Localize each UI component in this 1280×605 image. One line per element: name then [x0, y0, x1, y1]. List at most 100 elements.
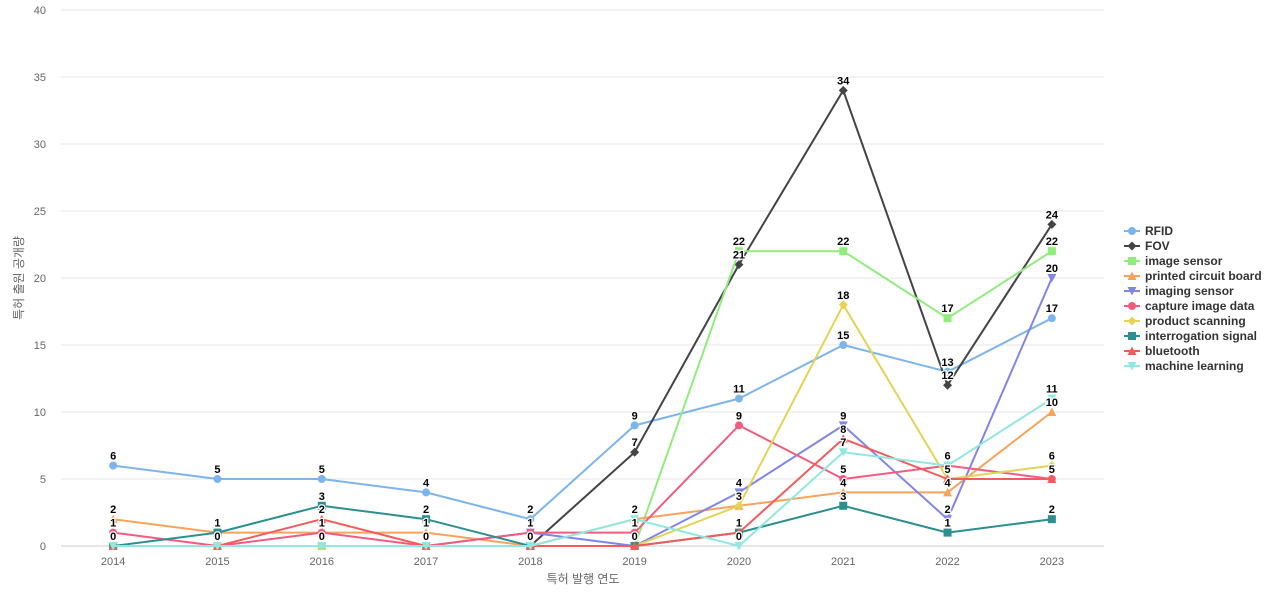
data-label: 2 [1049, 504, 1055, 516]
y-tick-label: 0 [40, 541, 46, 553]
data-label: 15 [837, 330, 849, 342]
data-label: 13 [941, 357, 953, 369]
data-label: 17 [941, 303, 953, 315]
x-tick-label: 2017 [414, 556, 438, 568]
series-line [112, 397, 1053, 547]
data-label: 22 [1046, 236, 1058, 248]
data-point [838, 300, 848, 310]
x-tick-label: 2014 [101, 556, 125, 568]
data-point [213, 528, 222, 537]
data-label: 0 [423, 531, 429, 543]
data-label: 2 [632, 504, 638, 516]
data-label: 2 [110, 504, 116, 516]
legend-item[interactable]: imaging sensor [1124, 284, 1234, 298]
data-label: 1 [527, 518, 533, 530]
data-label: 2 [944, 504, 950, 516]
data-point [108, 542, 118, 551]
legend-item[interactable]: machine learning [1124, 359, 1244, 373]
legend-item[interactable]: RFID [1124, 224, 1173, 238]
data-point [943, 461, 953, 471]
legend-label: product scanning [1145, 314, 1246, 328]
data-point [317, 542, 327, 551]
y-axis-ticks: 0 5 10 15 20 25 30 35 40 [34, 5, 46, 553]
data-point [317, 501, 326, 510]
data-point [422, 488, 431, 497]
data-label: 20 [1046, 263, 1058, 275]
data-label: 0 [319, 531, 325, 543]
data-label: 4 [423, 477, 430, 489]
legend-marker [1127, 287, 1137, 296]
data-point [838, 85, 848, 95]
data-label: 2 [423, 504, 429, 516]
x-axis-ticks: 2014 2015 2016 2017 2018 2019 2020 2021 2022 2023 [101, 556, 1064, 568]
data-label: 3 [736, 491, 742, 503]
legend-marker [1128, 227, 1136, 235]
data-point [734, 247, 743, 256]
x-tick-label: 2020 [727, 556, 751, 568]
data-point [838, 448, 848, 457]
data-label: 0 [527, 531, 533, 543]
legend-item[interactable]: FOV [1124, 239, 1170, 253]
legend-label: interrogation signal [1145, 329, 1257, 343]
legend-item[interactable]: capture image data [1124, 299, 1255, 313]
data-label: 3 [319, 491, 325, 503]
data-point [109, 461, 118, 470]
data-point [108, 514, 118, 524]
x-tick-label: 2018 [518, 556, 542, 568]
legend-item[interactable]: product scanning [1124, 314, 1246, 328]
data-point [943, 515, 953, 524]
data-point [839, 341, 848, 349]
data-label: 21 [733, 250, 745, 262]
series-line [112, 303, 1053, 547]
legend-item[interactable]: interrogation signal [1124, 329, 1257, 343]
data-label: 0 [110, 531, 116, 543]
data-point [839, 247, 848, 256]
data-label: 1 [214, 518, 220, 530]
data-label: 5 [1049, 464, 1055, 476]
data-point [943, 528, 952, 537]
data-point [1047, 314, 1056, 323]
data-label: 2 [527, 504, 533, 516]
data-label: 0 [214, 531, 220, 543]
data-point [943, 474, 953, 483]
legend-marker [1127, 362, 1137, 371]
data-label: 0 [736, 531, 742, 543]
data-label: 2 [319, 504, 325, 516]
y-tick-label: 15 [34, 340, 46, 352]
data-point [1047, 247, 1056, 256]
y-axis-title: 특허 출원 공개량 [12, 236, 26, 320]
data-label: 9 [632, 410, 638, 422]
data-point [839, 501, 848, 510]
data-label: 9 [840, 410, 846, 422]
legend-item[interactable]: printed circuit board [1124, 269, 1262, 283]
data-label: 1 [944, 518, 950, 530]
data-label: 6 [110, 451, 116, 463]
data-point [317, 514, 327, 524]
y-tick-label: 10 [34, 407, 46, 419]
data-label: 4 [840, 477, 847, 489]
x-tick-label: 2023 [1040, 556, 1064, 568]
legend-item[interactable]: bluetooth [1124, 344, 1200, 358]
data-labels: 6210510532104210210972102221119431034221… [109, 74, 1060, 544]
x-tick-label: 2015 [205, 556, 229, 568]
data-label: 4 [736, 477, 743, 489]
data-label: 11 [733, 384, 745, 396]
data-label: 5 [319, 464, 325, 476]
data-label: 5 [944, 464, 950, 476]
series-fov [525, 85, 1057, 551]
x-tick-label: 2022 [935, 556, 959, 568]
data-label: 1 [110, 518, 116, 530]
legend-marker [1128, 257, 1136, 265]
legend-label: image sensor [1145, 254, 1223, 268]
data-label: 6 [1049, 451, 1055, 463]
data-label: 3 [840, 491, 846, 503]
data-point [838, 434, 848, 443]
data-point [1047, 274, 1057, 283]
data-point [317, 528, 326, 537]
data-point [630, 528, 639, 537]
legend-item[interactable]: image sensor [1124, 254, 1223, 268]
legend-marker [1127, 271, 1137, 280]
series-product-scanning [108, 300, 1057, 551]
legend-marker [1128, 332, 1136, 340]
y-tick-label: 5 [40, 474, 46, 486]
